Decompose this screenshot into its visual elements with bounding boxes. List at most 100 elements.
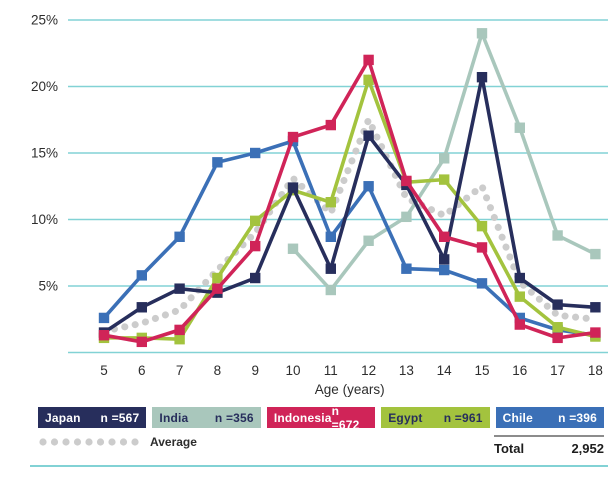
age-distribution-chart: 5% 10% 15% 20% 25% 5 6 7 8 9 10 11 12 13 14 15 16 17 18 Age… xyxy=(31,13,608,397)
data-point-marker xyxy=(325,284,336,296)
data-point-marker xyxy=(590,248,601,260)
data-point-marker xyxy=(401,211,412,223)
data-point-marker xyxy=(439,174,450,185)
legend-average-total-row: Average Total 2,952 xyxy=(38,435,604,456)
x-tick-label: 14 xyxy=(437,363,453,378)
x-tick-label: 11 xyxy=(324,363,338,378)
legend-country-label: India xyxy=(159,410,189,425)
y-tick-label: 10% xyxy=(31,212,58,227)
legend-country-label: Chile xyxy=(502,410,533,425)
data-point-marker xyxy=(325,119,336,131)
legend-country-label: Egypt xyxy=(388,410,423,425)
x-tick-label: 9 xyxy=(251,363,259,378)
data-point-marker xyxy=(325,197,336,208)
x-tick-label: 5 xyxy=(100,363,108,378)
data-point-marker xyxy=(363,54,374,66)
data-point-marker xyxy=(476,28,488,39)
data-point-marker xyxy=(439,264,450,276)
data-point-marker xyxy=(363,74,374,86)
legend-country-row: Japan n =567 India n =356 Indonesia n =6… xyxy=(38,404,605,432)
legend-country-label: Japan xyxy=(45,410,81,425)
average-series-line xyxy=(100,111,599,335)
y-tick-label: 20% xyxy=(31,79,58,94)
data-point-marker xyxy=(98,330,110,341)
legend-n-value: n =672 xyxy=(331,403,360,432)
data-point-marker xyxy=(325,263,336,274)
legend-n-value: n =356 xyxy=(214,410,254,425)
data-point-marker xyxy=(98,312,110,324)
data-point-marker xyxy=(250,240,261,252)
x-tick-label: 7 xyxy=(176,363,184,378)
data-point-marker xyxy=(287,243,299,254)
legend-country-label: Indonesia xyxy=(273,410,332,425)
data-point-marker xyxy=(476,278,488,289)
legend-chip-india: India n =356 xyxy=(152,407,261,428)
data-point-marker xyxy=(552,230,563,241)
data-point-marker xyxy=(590,327,601,338)
data-point-marker xyxy=(212,157,223,168)
x-tick-label: 15 xyxy=(474,363,489,378)
y-tick-label: 25% xyxy=(31,13,58,28)
y-tick-label: 15% xyxy=(31,146,58,161)
legend-n-value: n =567 xyxy=(100,410,140,425)
data-point-marker xyxy=(514,122,525,133)
data-point-marker xyxy=(476,220,488,232)
data-point-marker xyxy=(136,270,147,281)
gridlines xyxy=(68,19,608,354)
total-label: Total xyxy=(494,441,525,456)
data-point-marker xyxy=(476,71,488,83)
x-axis-title: Age (years) xyxy=(315,382,385,397)
data-point-marker xyxy=(514,291,525,302)
legend-chip-indonesia: Indonesia n =672 xyxy=(266,404,376,432)
y-axis-labels: 5% 10% 15% 20% 25% xyxy=(31,13,58,294)
data-point-marker xyxy=(439,231,450,242)
average-key: Average xyxy=(38,435,197,449)
x-tick-label: 13 xyxy=(399,363,414,378)
chart-legend: Japan n =567 India n =356 Indonesia n =6… xyxy=(38,404,605,456)
data-point-marker xyxy=(174,324,185,336)
data-point-marker xyxy=(250,215,261,227)
average-dots-icon xyxy=(39,438,139,446)
x-tick-label: 6 xyxy=(138,363,146,378)
data-point-marker xyxy=(401,175,412,187)
x-axis-labels: 5 6 7 8 9 10 11 12 13 14 15 16 17 18 xyxy=(100,363,603,378)
x-tick-label: 16 xyxy=(512,363,527,378)
data-point-marker xyxy=(439,153,450,164)
data-point-marker xyxy=(250,147,261,159)
data-point-marker xyxy=(212,272,223,284)
data-point-marker xyxy=(514,312,525,324)
data-point-marker xyxy=(514,272,525,284)
data-point-marker xyxy=(401,263,412,274)
y-tick-label: 5% xyxy=(38,279,58,294)
legend-chip-chile: Chile n =396 xyxy=(495,407,605,428)
data-point-marker xyxy=(174,283,185,294)
data-point-marker xyxy=(363,235,374,246)
data-point-marker xyxy=(325,231,336,242)
data-point-marker xyxy=(250,272,261,284)
data-point-marker xyxy=(174,231,185,242)
indonesia-series-line xyxy=(98,54,601,348)
data-point-marker xyxy=(174,334,185,345)
data-point-marker xyxy=(552,332,563,344)
x-tick-label: 18 xyxy=(588,363,603,378)
total-value: 2,952 xyxy=(571,441,604,456)
average-label: Average xyxy=(150,435,197,449)
legend-chip-egypt: Egypt n =961 xyxy=(381,407,490,428)
x-tick-label: 8 xyxy=(214,363,222,378)
data-point-marker xyxy=(476,242,488,253)
data-point-marker xyxy=(439,254,450,265)
x-tick-label: 17 xyxy=(550,363,565,378)
data-point-marker xyxy=(287,131,299,143)
data-point-marker xyxy=(590,302,601,313)
data-point-marker xyxy=(212,283,223,294)
x-tick-label: 12 xyxy=(361,363,376,378)
legend-chip-japan: Japan n =567 xyxy=(38,407,147,428)
japan-series-line xyxy=(98,71,601,338)
total-block: Total 2,952 xyxy=(494,435,604,456)
bottom-divider xyxy=(30,465,608,467)
data-point-marker xyxy=(552,299,563,310)
legend-n-value: n =961 xyxy=(443,410,483,425)
x-tick-label: 10 xyxy=(285,363,300,378)
data-point-marker xyxy=(136,302,147,313)
